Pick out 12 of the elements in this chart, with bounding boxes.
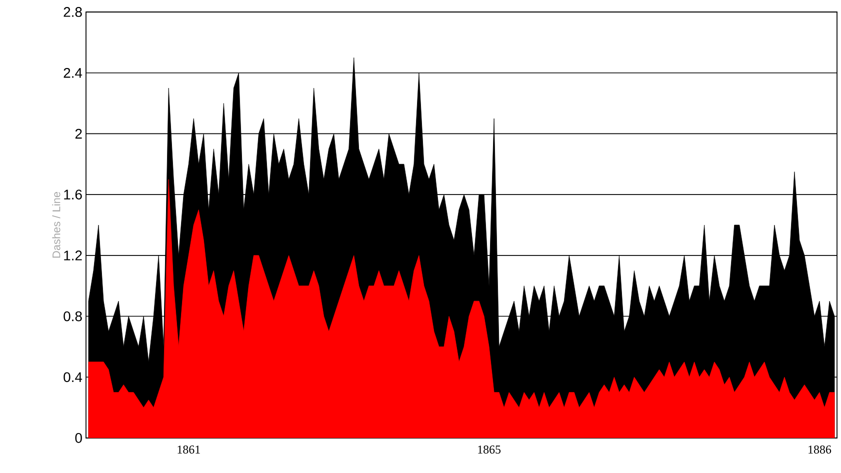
x-tick-label: 1865: [478, 446, 501, 454]
x-tick-label: 1886: [808, 446, 832, 454]
y-tick-label: 1.6: [64, 190, 82, 200]
y-tick-label: 1.2: [64, 250, 82, 260]
y-tick-label: 0.4: [64, 372, 82, 382]
y-tick-label: 0: [75, 433, 82, 443]
y-tick-label: 2.4: [64, 68, 82, 78]
y-axis-title: Dashes / Line: [52, 192, 60, 258]
y-tick-label: 2.8: [64, 7, 82, 17]
y-tick-label: 2: [75, 128, 82, 139]
y-tick-label: 0.8: [64, 311, 82, 322]
x-tick-label: 1861: [178, 446, 200, 454]
